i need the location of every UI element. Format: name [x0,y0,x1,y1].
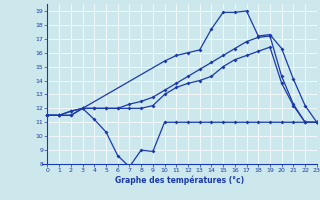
X-axis label: Graphe des températures (°c): Graphe des températures (°c) [115,176,244,185]
